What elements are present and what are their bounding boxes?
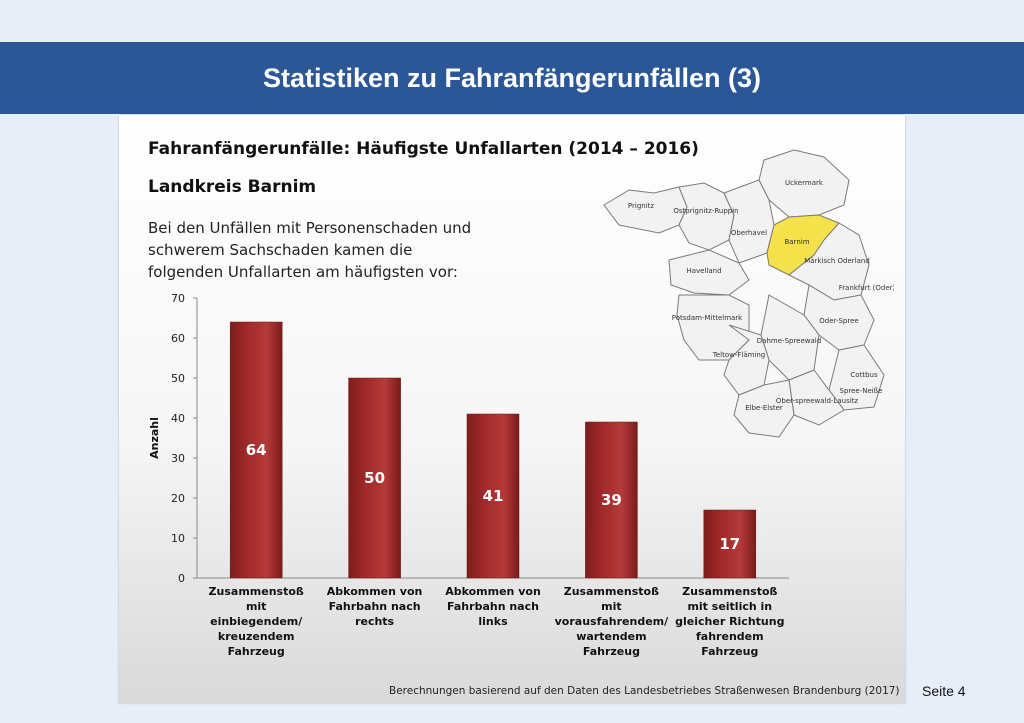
y-tick-label: 50 [171, 372, 185, 385]
content-panel: Fahranfängerunfälle: Häufigste Unfallart… [119, 115, 905, 703]
bar [348, 377, 401, 579]
map-region-label: Uckermark [785, 179, 824, 187]
map-region-label: Teltow-Fläming [712, 351, 766, 359]
map-region-label: Elbe-Elster [745, 404, 783, 412]
y-axis-label: Anzahl [148, 417, 161, 459]
map-region-label: Märkisch Oderland [804, 257, 870, 265]
map-region-ostprignitz-ruppin [678, 182, 735, 251]
x-category-label: Zusammenstoß mit seitlich in gleicher Rich… [675, 585, 784, 658]
y-tick-label: 30 [171, 452, 185, 465]
chart-title: Fahranfängerunfälle: Häufigste Unfallart… [148, 139, 699, 159]
map-region-label: Prignitz [628, 202, 654, 210]
brandenburg-map: Prignitz Ostprignitz-Ruppin Uckermark Oberh… [603, 149, 894, 438]
x-category-label: Abkommen von Fahrbahn nach links [445, 585, 541, 628]
bar [466, 413, 520, 579]
y-tick-label: 70 [171, 292, 185, 305]
map-region-label: Oberhavel [731, 229, 767, 237]
map-region-label: Ostprignitz-Ruppin [673, 207, 738, 215]
bar-value-label: 41 [483, 487, 504, 505]
bar [229, 321, 283, 579]
y-tick-label: 10 [171, 532, 185, 545]
source-note: Berechnungen basierend auf den Daten des… [389, 685, 900, 697]
map-region-label: Barnim [784, 238, 809, 246]
y-tick-label: 60 [171, 332, 185, 345]
intro-text: Bei den Unfällen mit Personenschaden und… [148, 219, 472, 281]
map-region-havelland [668, 249, 750, 296]
map-region-label: Dahme-Spreewald [757, 337, 821, 345]
x-category-label: Abkommen von Fahrbahn nach rechts [327, 585, 423, 628]
map-region-label: Spree-Neiße [840, 387, 883, 395]
map-region-label: Ober-spreewald-Lausitz [776, 397, 859, 405]
y-tick-label: 0 [178, 572, 185, 585]
header-bar: Statistiken zu Fahranfängerunfällen (3) [0, 42, 1024, 114]
map-region-label: Potsdam-Mittelmark [672, 314, 743, 322]
bar-value-label: 50 [364, 469, 385, 487]
x-category-label: Zusammenstoß mit vorausfahrendem/wartendem… [555, 585, 670, 658]
map-region-label: Frankfurt (Oder) [839, 284, 894, 292]
bar-value-label: 17 [719, 535, 740, 553]
bar [585, 421, 638, 579]
slide-header-title: Statistiken zu Fahranfängerunfällen (3) [262, 62, 762, 93]
bar-chart: 0 10 20 30 40 50 60 70 Anzahl 64 Zusammenstoß mit ei… [148, 292, 789, 658]
region-subtitle: Landkreis Barnim [148, 177, 317, 197]
map-region-label: Cottbus [850, 371, 878, 379]
map-region-elbe-elster [733, 379, 795, 438]
bar-value-label: 39 [601, 491, 622, 509]
map-region-label: Havelland [686, 267, 721, 275]
x-category-label: Zusammenstoß mit einbiegendem/kreuzendem Fa… [209, 585, 304, 658]
bar [703, 509, 757, 579]
map-region-label: Oder-Spree [819, 317, 858, 325]
bar-value-label: 64 [246, 441, 267, 459]
y-tick-label: 20 [171, 492, 185, 505]
y-tick-label: 40 [171, 412, 185, 425]
page-number: Seite 4 [922, 683, 966, 699]
